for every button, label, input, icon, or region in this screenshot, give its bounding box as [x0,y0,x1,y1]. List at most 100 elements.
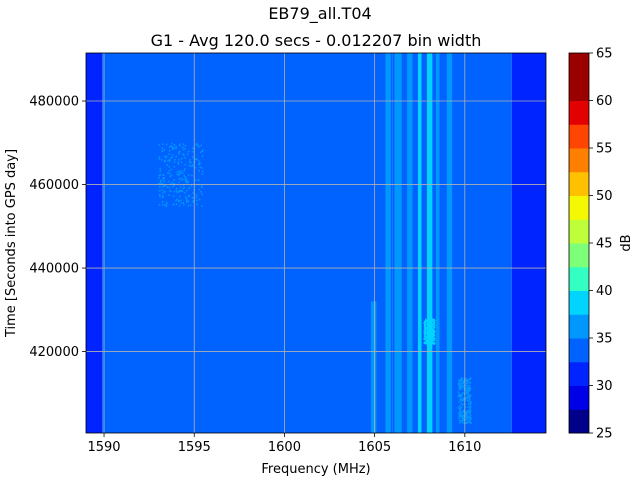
heatmap-speckle [176,198,178,201]
heatmap-speckle [433,326,435,329]
heatmap-speckle [431,335,434,338]
heatmap-speckle [164,191,166,193]
heatmap-speckle [158,182,160,185]
heatmap-speckle [182,184,185,187]
heatmap-speckle [469,395,472,398]
heatmap-speckle [173,161,176,163]
grid-lines [86,53,546,433]
heatmap-speckle [461,399,464,401]
heatmap-speckle [158,174,160,177]
heatmap-speckle [461,419,464,422]
heatmap-speckle [162,174,164,176]
heatmap-speckle [466,397,468,400]
heatmap-stripe [435,53,440,433]
heatmap-speckle [460,379,462,382]
heatmap-speckle [178,173,181,175]
heatmap-speckle [163,177,166,180]
heatmap-speckle [460,406,462,408]
heatmap-speckle [202,170,204,173]
heatmap-speckle [177,163,180,165]
heatmap-speckle [164,184,167,187]
heatmap-speckle [465,379,468,381]
heatmap-speckle [428,326,431,328]
heatmap-speckle [177,161,179,164]
heatmap-speckle [185,201,188,203]
heatmap-speckle [190,165,192,167]
heatmap-speckle [465,412,468,414]
heatmap-speckle [469,377,472,379]
heatmap-speckle [194,166,197,169]
heatmap-speckle [469,405,472,408]
heatmap-stripe [371,301,377,433]
heatmap-speckle [466,417,469,420]
heatmap-speckle [461,414,463,416]
heatmap-speckle [183,154,185,156]
heatmap-speckle [433,341,435,344]
heatmap-speckle [180,170,182,172]
heatmap-speckle [466,395,468,397]
heatmap-speckle [460,397,463,400]
heatmap-speckle [468,399,470,401]
heatmap-speckle [191,165,194,167]
heatmap-speckle [461,413,463,415]
heatmap-speckle [178,159,181,161]
heatmap-speckle [425,328,427,330]
heatmap-speckle [184,164,187,166]
heatmap-speckle [463,409,466,411]
heatmap-speckle [457,379,460,382]
heatmap-speckle [427,338,429,340]
heatmap-speckle [166,186,169,188]
heatmap-speckle [183,174,185,177]
heatmap-speckle [168,186,171,189]
heatmap-speckle [460,380,463,383]
heatmap-speckle [423,322,425,324]
heatmap-speckle [172,183,175,185]
heatmap-speckle [188,174,190,176]
heatmap-speckle [458,382,461,384]
heatmap-speckle [461,379,463,382]
heatmap-speckle [433,334,436,337]
heatmap-speckle [172,185,174,188]
heatmap-speckle [464,393,467,395]
heatmap-speckle [466,421,468,424]
heatmap-speckle [466,414,468,416]
heatmap-speckle [178,205,181,207]
heatmap-speckle [460,415,463,418]
heatmap-speckle [465,410,467,413]
heatmap-speckle [468,394,471,397]
heatmap-speckle-region [158,142,204,207]
heatmap-speckle [430,330,432,332]
heatmap-speckle [463,392,466,394]
heatmap-speckle [169,145,171,148]
heatmap-speckle [180,177,183,180]
heatmap-speckle [463,386,466,389]
heatmap-speckle [426,330,428,332]
heatmap-speckle [459,414,461,416]
heatmap-speckle [171,145,174,148]
heatmap-speckle [180,199,182,202]
heatmap-speckle [459,398,461,401]
heatmap-speckle [428,324,431,326]
heatmap-band [511,53,546,433]
heatmap-speckle [457,406,460,409]
heatmap-speckle [424,321,426,323]
heatmap-speckle [457,391,460,393]
heatmap-speckle [424,337,427,340]
heatmap-speckle [175,203,178,205]
heatmap-speckle [183,186,185,189]
heatmap-speckle [426,343,428,345]
heatmap-speckle [177,191,179,193]
heatmap-speckle [180,172,183,174]
heatmap-speckle [188,164,191,167]
heatmap-speckle [161,201,164,203]
heatmap-stripe [426,53,433,433]
heatmap-speckle [458,388,461,390]
heatmap-speckle [458,386,461,389]
heatmap-speckle [462,399,465,402]
heatmap-speckle [165,205,168,207]
heatmap-speckle [159,186,161,188]
heatmap-speckle [465,387,467,389]
heatmap-speckle [460,407,462,409]
heatmap-speckle [158,158,161,160]
heatmap-speckle [465,419,468,421]
